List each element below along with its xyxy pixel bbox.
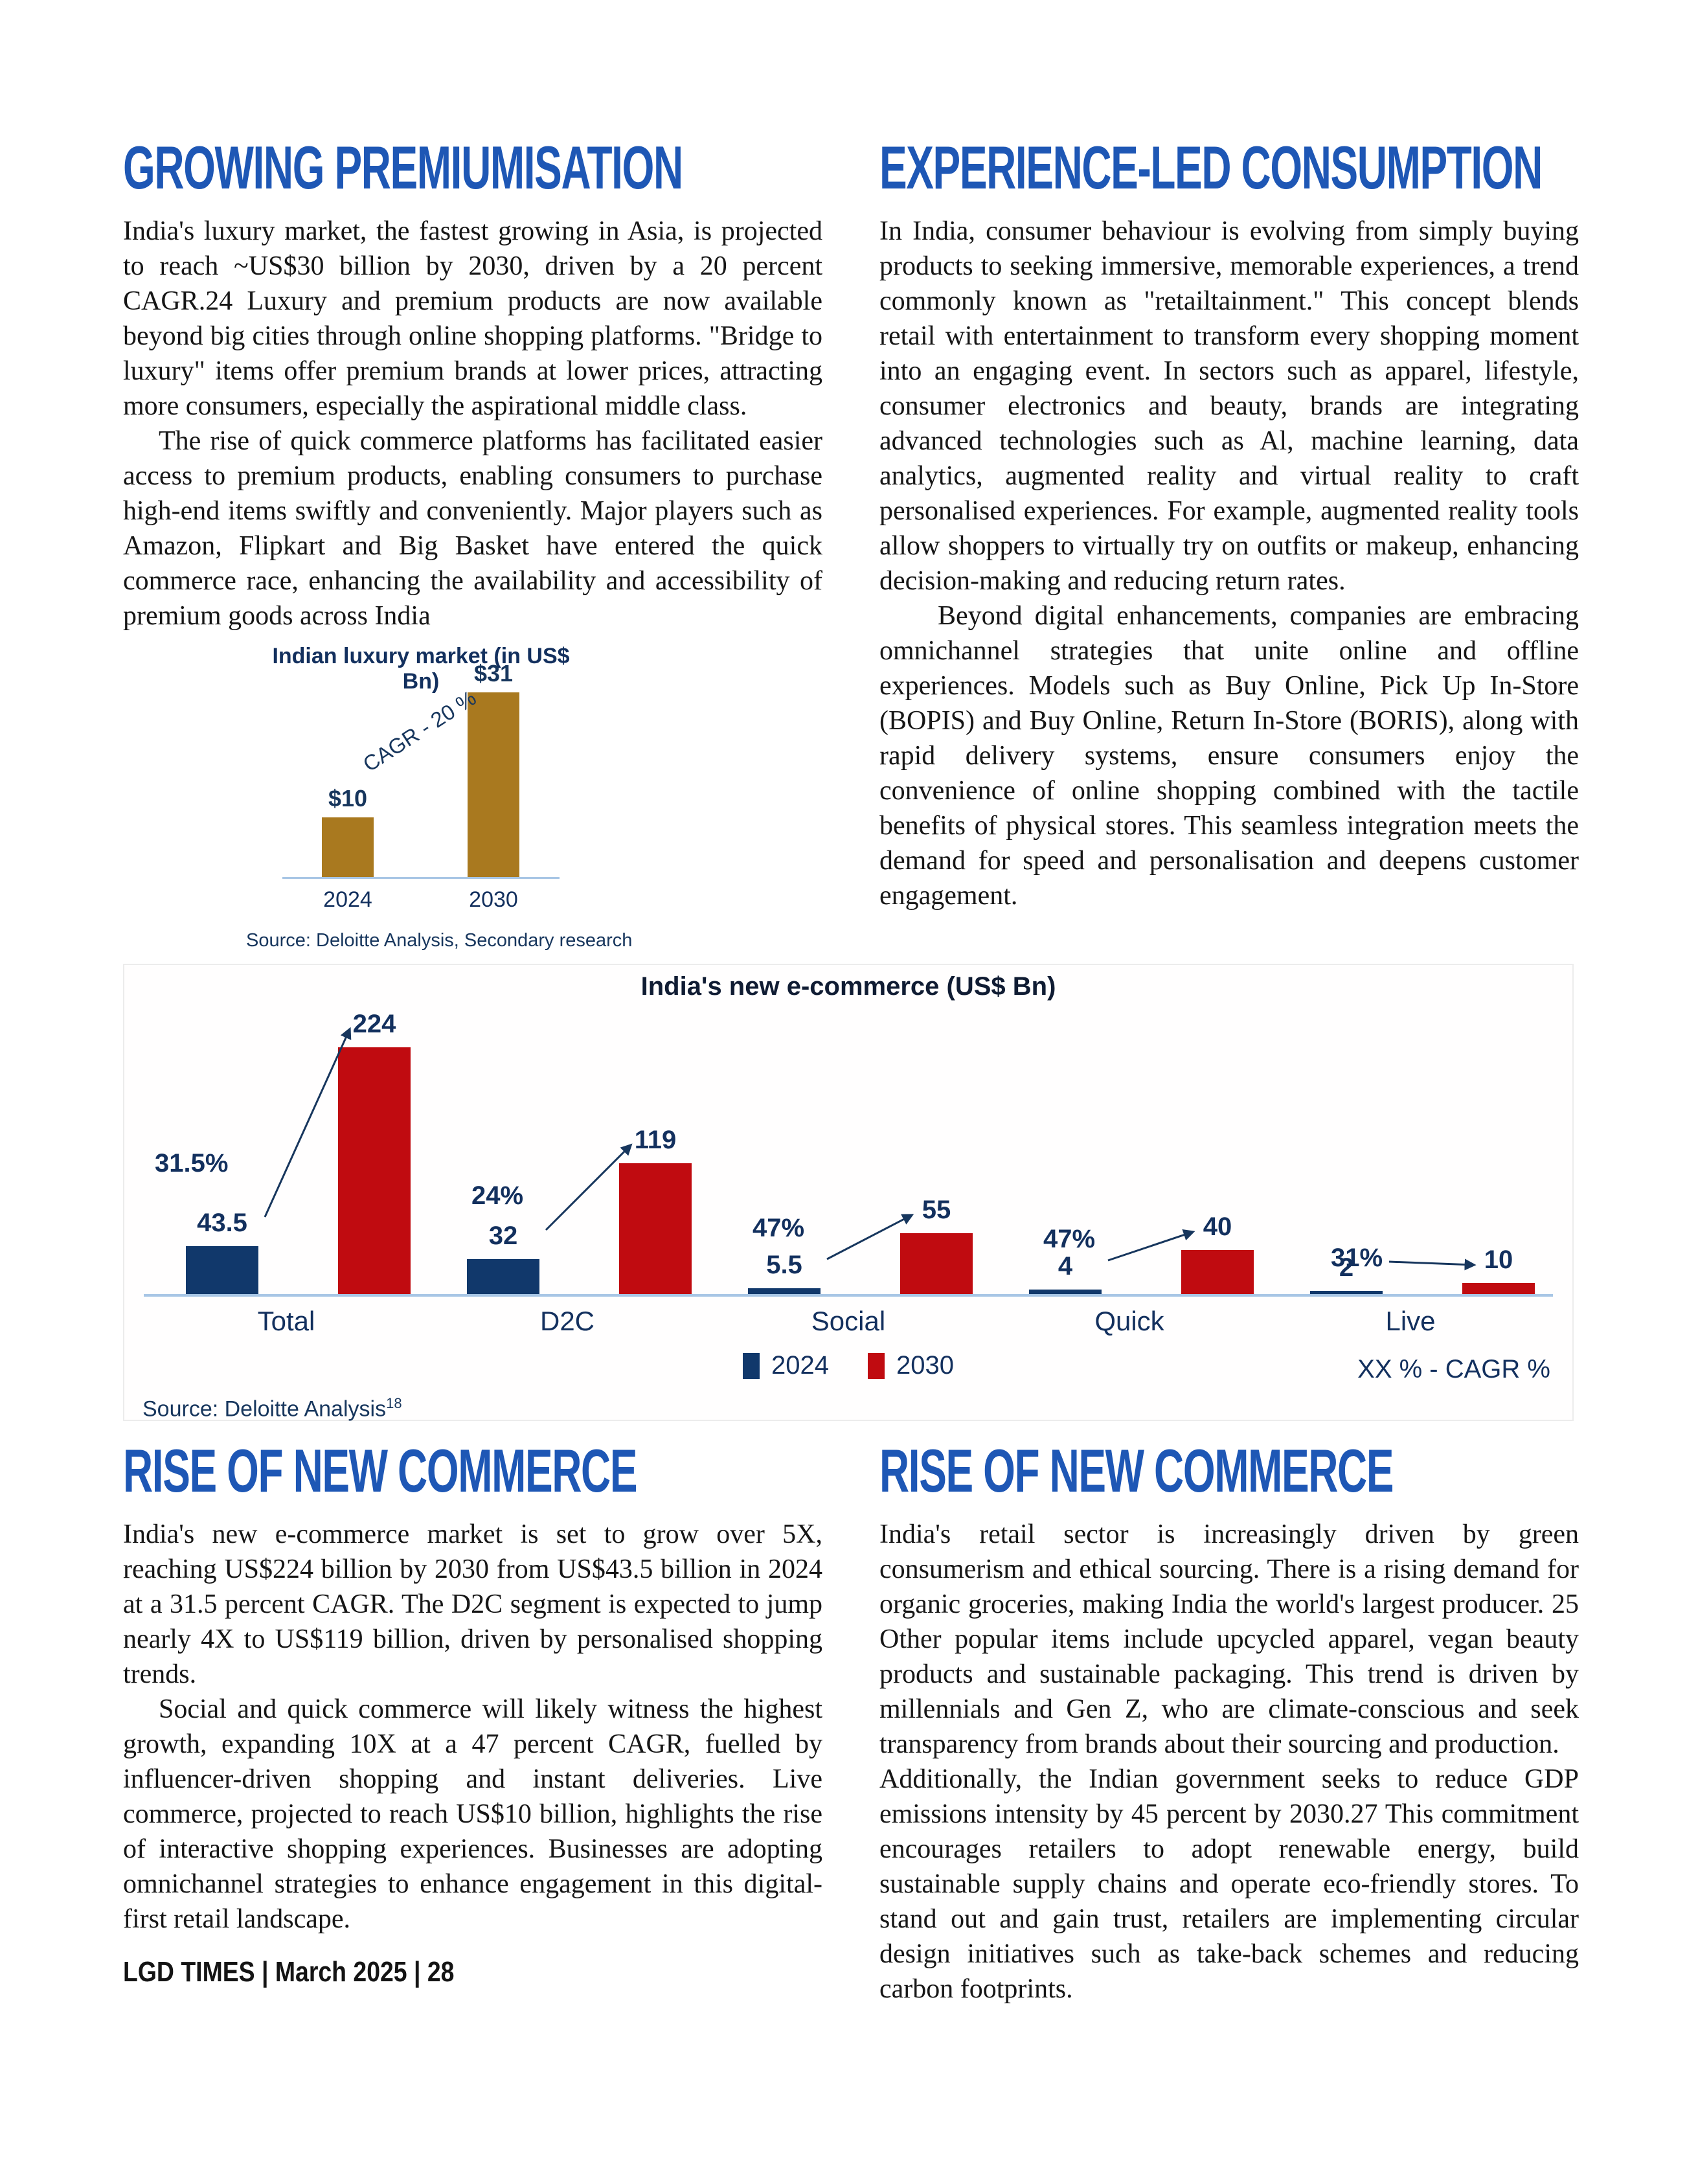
ecom-category-label-total: Total bbox=[257, 1306, 315, 1336]
ecom-bar-2024-quick bbox=[1029, 1290, 1102, 1294]
ecom-group-total: 43.5 224 31.5% bbox=[150, 1009, 422, 1294]
column-growing-premiumisation: GROWING PREMIUMISATION India's luxury ma… bbox=[123, 137, 822, 959]
ecom-value-2024-quick: 4 bbox=[1058, 1252, 1073, 1280]
column-rise-new-commerce-left: RISE OF NEW COMMERCE India's new e-comme… bbox=[123, 1440, 822, 2007]
ecom-group-d2c: 32 119 24% bbox=[431, 1009, 703, 1294]
column-rise-new-commerce-right: RISE OF NEW COMMERCE India's retail sect… bbox=[879, 1440, 1579, 2007]
ecom-category-label-quick: Quick bbox=[1094, 1306, 1164, 1336]
ecom-bar-2030-d2c bbox=[619, 1163, 692, 1294]
ecom-legend-item-2030: 2030 bbox=[868, 1351, 954, 1380]
ecom-value-2030-total: 224 bbox=[352, 1010, 396, 1038]
ecom-cagr-arrow-total bbox=[264, 1027, 352, 1218]
ecom-bar-2030-live bbox=[1462, 1283, 1535, 1294]
section-title-rise-left: RISE OF NEW COMMERCE bbox=[123, 1437, 637, 1505]
ecom-group-quick: 4 40 47% bbox=[993, 1009, 1265, 1294]
luxury-category-label-2030: 2030 bbox=[469, 887, 518, 912]
premiumisation-paragraph-1: India's luxury market, the fastest growi… bbox=[123, 216, 822, 421]
ecom-cagr-label-live: 31% bbox=[1331, 1244, 1383, 1272]
ecom-value-2024-d2c: 32 bbox=[488, 1222, 518, 1250]
ecom-cagr-arrow-live bbox=[1388, 1258, 1477, 1271]
ecom-value-2024-total: 43.5 bbox=[197, 1209, 247, 1237]
rise-left-paragraph-2: Social and quick commerce will likely wi… bbox=[123, 1694, 822, 1934]
ecommerce-chart-legend: 2024 2030 bbox=[743, 1351, 954, 1380]
ecom-cagr-arrow-quick bbox=[1107, 1229, 1195, 1262]
ecom-cagr-arrow-social bbox=[826, 1214, 914, 1260]
ecommerce-chart-categories: Total D2C Social Quick Live bbox=[142, 1306, 1554, 1337]
section-title-growing-premiumisation: GROWING PREMIUMISATION bbox=[123, 133, 683, 201]
ecom-cagr-label-quick: 47% bbox=[1043, 1225, 1096, 1253]
ecommerce-chart-legend-row: 2024 2030 XX % - CAGR % bbox=[142, 1351, 1554, 1385]
luxury-chart-source: Source: Deloitte Analysis, Secondary res… bbox=[246, 930, 633, 951]
ecom-value-2024-live: 2 bbox=[1339, 1253, 1354, 1282]
premiumisation-paragraph-2: The rise of quick commerce platforms has… bbox=[123, 426, 822, 631]
ecom-cagr-arrow-d2c bbox=[545, 1143, 633, 1231]
column-experience-led: EXPERIENCE-LED CONSUMPTION In India, con… bbox=[879, 137, 1579, 959]
ecom-group-social: 5.5 55 47% bbox=[712, 1009, 984, 1294]
luxury-chart-title: Indian luxury market (in US$ Bn) bbox=[272, 644, 570, 694]
rise-left-paragraph-1: India's new e-commerce market is set to … bbox=[123, 1519, 822, 1689]
experience-paragraph-1: In India, consumer behaviour is evolving… bbox=[879, 216, 1579, 596]
ecommerce-chart-axis bbox=[144, 1294, 1553, 1297]
ecom-group-live: 2 10 31% bbox=[1274, 1009, 1546, 1294]
experience-paragraph-2: Beyond digital enhancements, companies a… bbox=[879, 601, 1579, 911]
ecom-value-2030-live: 10 bbox=[1484, 1246, 1513, 1274]
ecom-cagr-label-total: 31.5% bbox=[155, 1149, 229, 1177]
ecommerce-chart-source: Source: Deloitte Analysis18 bbox=[142, 1395, 1554, 1422]
ecom-legend-swatch-2030 bbox=[868, 1352, 885, 1379]
luxury-bar-2024 bbox=[322, 817, 374, 877]
luxury-chart-plot bbox=[285, 692, 557, 877]
ecom-bar-2024-social bbox=[748, 1288, 821, 1294]
ecom-value-2030-quick: 40 bbox=[1203, 1212, 1232, 1241]
ecom-legend-label-2030: 2030 bbox=[896, 1351, 954, 1380]
ecom-legend-label-2024: 2024 bbox=[771, 1351, 829, 1380]
ecom-legend-item-2024: 2024 bbox=[743, 1351, 829, 1380]
ecommerce-chart-source-superscript: 18 bbox=[386, 1395, 402, 1411]
ecom-bar-2024-live bbox=[1310, 1291, 1383, 1294]
ecom-category-label-social: Social bbox=[811, 1306, 886, 1336]
luxury-chart-axis bbox=[282, 877, 560, 879]
luxury-value-label-2030: $31 bbox=[473, 660, 514, 687]
ecom-category-label-d2c: D2C bbox=[539, 1306, 595, 1336]
bottom-section: RISE OF NEW COMMERCE India's new e-comme… bbox=[123, 1440, 1579, 2007]
ecom-value-2024-social: 5.5 bbox=[766, 1251, 802, 1279]
ecommerce-chart-cagr-note: XX % - CAGR % bbox=[1357, 1355, 1550, 1383]
ecommerce-chart-source-text: Source: Deloitte Analysis bbox=[142, 1396, 387, 1422]
ecom-value-2030-d2c: 119 bbox=[634, 1126, 677, 1154]
luxury-value-label-2024: $10 bbox=[328, 785, 368, 812]
rise-right-paragraph-1: India's retail sector is increasingly dr… bbox=[879, 1519, 1579, 1759]
ecommerce-chart-plot: 43.5 224 31.5% 32 119 24% 5.5 55 47% 4 40 47% 2 10 31% bbox=[142, 1009, 1554, 1294]
ecom-category-label-live: Live bbox=[1385, 1306, 1436, 1336]
ecom-legend-swatch-2024 bbox=[743, 1352, 760, 1379]
ecom-cagr-label-social: 47% bbox=[753, 1214, 805, 1242]
top-section: GROWING PREMIUMISATION India's luxury ma… bbox=[123, 137, 1579, 959]
ecom-bar-2024-d2c bbox=[467, 1259, 539, 1294]
section-title-experience-led: EXPERIENCE-LED CONSUMPTION bbox=[879, 133, 1543, 201]
luxury-bar-2030 bbox=[468, 692, 519, 877]
luxury-market-chart: Indian luxury market (in US$ Bn) CAGR - … bbox=[246, 643, 632, 959]
ecommerce-chart: India's new e-commerce (US$ Bn) 43.5 224 3… bbox=[123, 964, 1574, 1421]
ecom-bar-2030-quick bbox=[1181, 1250, 1254, 1294]
luxury-category-label-2024: 2024 bbox=[323, 887, 372, 912]
ecom-cagr-label-d2c: 24% bbox=[471, 1181, 524, 1210]
ecommerce-chart-title: India's new e-commerce (US$ Bn) bbox=[640, 972, 1056, 1001]
section-title-rise-right: RISE OF NEW COMMERCE bbox=[879, 1437, 1394, 1505]
rise-right-paragraph-2: Additionally, the Indian government seek… bbox=[879, 1764, 1579, 2004]
ecom-bar-2030-total bbox=[338, 1047, 411, 1294]
ecom-bar-2030-social bbox=[900, 1233, 973, 1294]
page-footer: LGD TIMES | March 2025 | 28 bbox=[123, 1956, 455, 1988]
ecom-value-2030-social: 55 bbox=[922, 1196, 951, 1224]
ecom-bar-2024-total bbox=[186, 1246, 258, 1294]
